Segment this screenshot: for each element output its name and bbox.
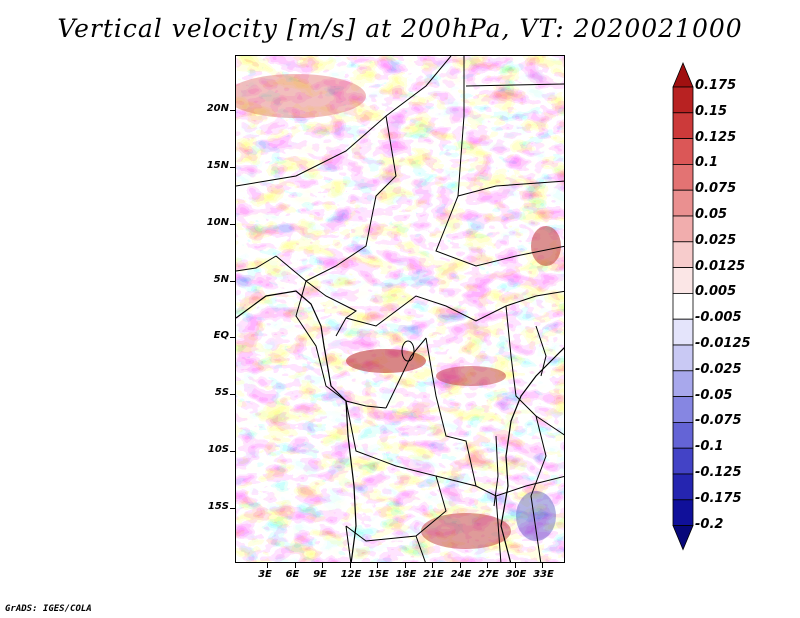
colorbar-min-arrow xyxy=(672,525,694,551)
descent-cluster xyxy=(516,491,556,541)
ascent-cluster xyxy=(531,226,561,266)
colorbar-swatch xyxy=(672,318,694,346)
colorbar-level-label: 0.075 xyxy=(695,181,737,197)
longitude-tick-mark xyxy=(377,563,379,568)
colorbar-swatch xyxy=(672,396,694,423)
colorbar-level-label: 0.05 xyxy=(695,207,728,222)
longitude-tick-mark xyxy=(349,563,351,568)
coastline xyxy=(236,290,564,562)
colorbar-level-label: 0.125 xyxy=(695,129,737,145)
longitude-tick-label: 24E xyxy=(450,569,472,580)
country-borders xyxy=(236,56,564,562)
velocity-field xyxy=(236,56,564,562)
colorbar-level-label: 0.005 xyxy=(695,284,737,300)
latitude-tick-mark xyxy=(230,280,235,282)
latitude-tick-label: 5S xyxy=(214,387,229,399)
latitude-tick-label: EQ xyxy=(213,330,229,342)
ascent-cluster xyxy=(436,366,506,386)
latitude-tick-label: 10S xyxy=(207,444,229,456)
colorbar-level-label: -0.0125 xyxy=(695,336,751,351)
longitude-tick-label: 9E xyxy=(313,569,327,580)
colorbar-swatch xyxy=(672,473,694,501)
latitude-tick-mark xyxy=(230,166,235,168)
colorbar-swatch xyxy=(672,344,694,372)
colorbar-level-label: -0.1 xyxy=(695,439,724,455)
latitude-tick-mark xyxy=(230,451,235,453)
colorbar-level-label: 0.025 xyxy=(695,232,737,248)
latitude-tick-label: 15S xyxy=(207,501,229,513)
colorbar-swatch xyxy=(672,189,694,217)
colorbar-swatch xyxy=(672,370,694,397)
colorbar-swatch xyxy=(672,86,694,114)
colorbar-swatch xyxy=(672,292,694,320)
colorbar-level-label: -0.025 xyxy=(695,361,742,377)
longitude-tick-label: 6E xyxy=(285,569,300,580)
colorbar-swatch xyxy=(672,164,694,191)
longitude-tick-mark xyxy=(487,563,489,568)
colorbar-level-label: -0.05 xyxy=(695,387,733,403)
longitude-tick-mark xyxy=(459,563,461,568)
longitude-tick-mark xyxy=(514,563,516,568)
colorbar-level-label: 0.15 xyxy=(695,103,728,119)
colorbar-level-label: 0.1 xyxy=(695,155,719,171)
colorbar xyxy=(672,61,694,551)
lake-outlines xyxy=(401,325,547,507)
longitude-tick-mark xyxy=(542,563,544,568)
ascent-band xyxy=(236,74,366,118)
colorbar-level-label: -0.005 xyxy=(695,310,742,326)
longitude-tick-label: 27E xyxy=(478,569,499,580)
ascent-cluster xyxy=(421,513,511,549)
latitude-tick-mark xyxy=(230,337,235,339)
longitude-tick-label: 30E xyxy=(505,569,527,580)
colorbar-level-label: -0.125 xyxy=(695,465,742,480)
latitude-tick-mark xyxy=(230,223,235,225)
colorbar-swatch xyxy=(672,267,694,294)
longitude-tick-mark xyxy=(322,563,324,568)
map-title: Vertical velocity [m/s] at 200hPa, VT: 2… xyxy=(57,14,743,43)
colorbar-swatch xyxy=(672,112,694,139)
colorbar-level-label: -0.075 xyxy=(695,413,742,429)
colorbar-level-label: -0.175 xyxy=(695,490,742,506)
software-credit: GrADS: IGES/COLA xyxy=(5,604,92,614)
colorbar-level-label: -0.2 xyxy=(695,516,724,532)
latitude-tick-label: 10N xyxy=(206,216,229,228)
latitude-tick-mark xyxy=(230,508,235,510)
map-panel xyxy=(235,55,565,563)
colorbar-level-label: 0.0125 xyxy=(695,258,746,274)
latitude-tick-mark xyxy=(230,394,235,396)
colorbar-swatch xyxy=(672,138,694,165)
longitude-tick-mark xyxy=(294,563,296,568)
latitude-tick-label: 15N xyxy=(206,159,229,171)
colorbar-swatch xyxy=(672,499,694,526)
longitude-tick-label: 21E xyxy=(423,569,444,580)
colorbar-swatch xyxy=(672,241,694,269)
latitude-tick-mark xyxy=(230,109,235,111)
colorbar-swatch xyxy=(672,215,694,243)
latitude-tick-label: 20N xyxy=(206,102,229,114)
longitude-tick-label: 3E xyxy=(258,569,272,580)
vertical-velocity-map xyxy=(236,56,564,562)
colorbar-swatch xyxy=(672,421,694,449)
longitude-tick-mark xyxy=(432,563,434,568)
longitude-tick-mark xyxy=(404,563,406,568)
latitude-tick-label: 5N xyxy=(213,273,229,285)
colorbar-level-label: 0.175 xyxy=(695,78,737,93)
colorbar-max-arrow xyxy=(672,61,694,88)
colorbar-swatch xyxy=(672,447,694,475)
longitude-tick-label: 18E xyxy=(395,569,417,580)
longitude-tick-mark xyxy=(267,563,269,568)
longitude-tick-label: 15E xyxy=(368,569,389,580)
longitude-tick-label: 33E xyxy=(533,569,554,580)
longitude-tick-label: 12E xyxy=(340,569,362,580)
